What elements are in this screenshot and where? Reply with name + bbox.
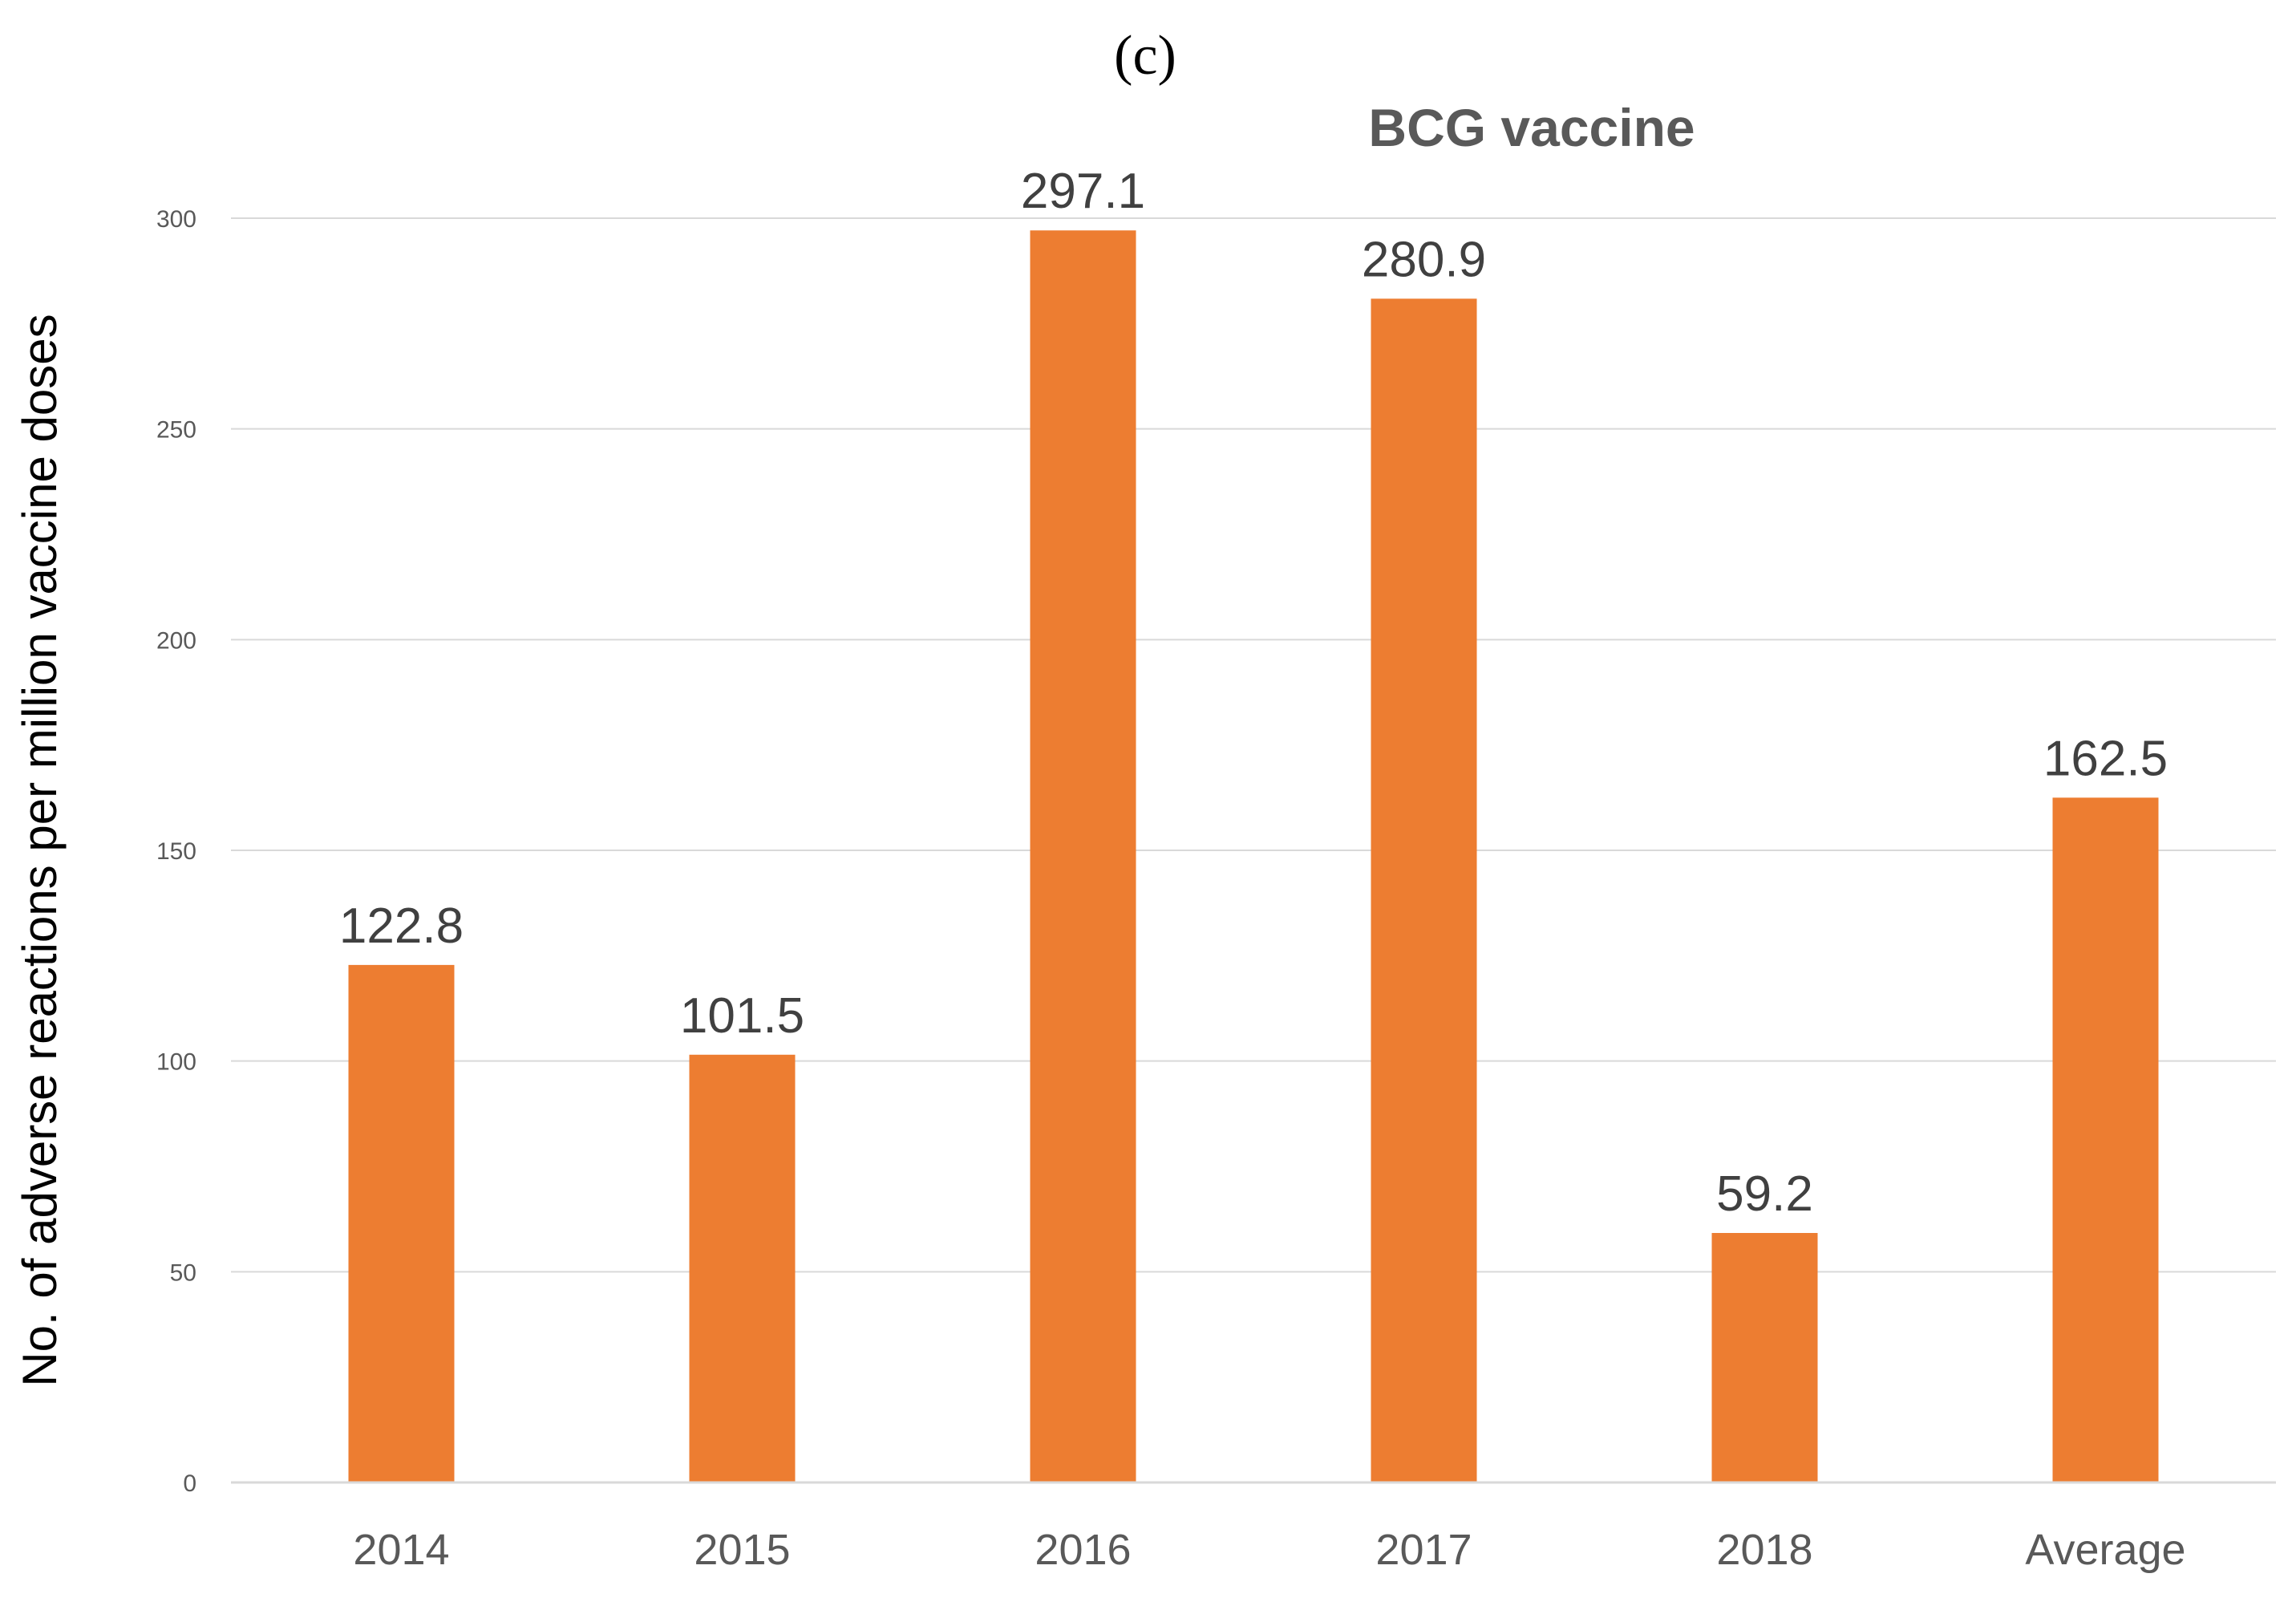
y-tick-label: 250 (156, 417, 196, 444)
y-tick-label: 300 (156, 206, 196, 233)
y-axis-label: No. of adverse reactions per million vac… (13, 314, 67, 1386)
data-label: 297.1 (1021, 164, 1145, 219)
y-tick-label: 150 (156, 838, 196, 865)
bar-2018 (1711, 1233, 1818, 1482)
x-tick-label: 2017 (1375, 1526, 1472, 1574)
y-tick-label: 50 (170, 1259, 196, 1286)
x-tick-label: 2015 (694, 1526, 790, 1574)
data-label: 59.2 (1716, 1166, 1813, 1222)
data-label: 101.5 (680, 988, 804, 1044)
x-tick-label: Average (2025, 1526, 2185, 1574)
bar-2016 (1030, 230, 1136, 1483)
data-label: 280.9 (1362, 232, 1486, 287)
data-label: 162.5 (2043, 731, 2168, 786)
data-label: 122.8 (339, 898, 464, 954)
chart-title: BCG vaccine (1368, 98, 1695, 157)
data-labels: 122.8 101.5 297.1 280.9 59.2 162.5 (339, 164, 2168, 1222)
y-tick-label: 100 (156, 1049, 196, 1076)
y-axis-ticks: 0 50 100 150 200 250 300 (156, 206, 196, 1497)
x-tick-label: 2018 (1716, 1526, 1812, 1574)
x-tick-label: 2014 (353, 1526, 449, 1574)
x-axis-ticks: 2014 2015 2016 2017 2018 Average (353, 1526, 2185, 1574)
bar-average (2052, 797, 2159, 1482)
y-tick-label: 0 (183, 1470, 196, 1497)
y-tick-label: 200 (156, 627, 196, 654)
x-tick-label: 2016 (1035, 1526, 1131, 1574)
bar-2015 (689, 1054, 796, 1482)
bars (348, 230, 2159, 1483)
bar-2014 (348, 964, 455, 1482)
panel-label: (c) (1114, 25, 1176, 87)
bar-2017 (1371, 298, 1477, 1483)
gridlines (231, 217, 2276, 1273)
